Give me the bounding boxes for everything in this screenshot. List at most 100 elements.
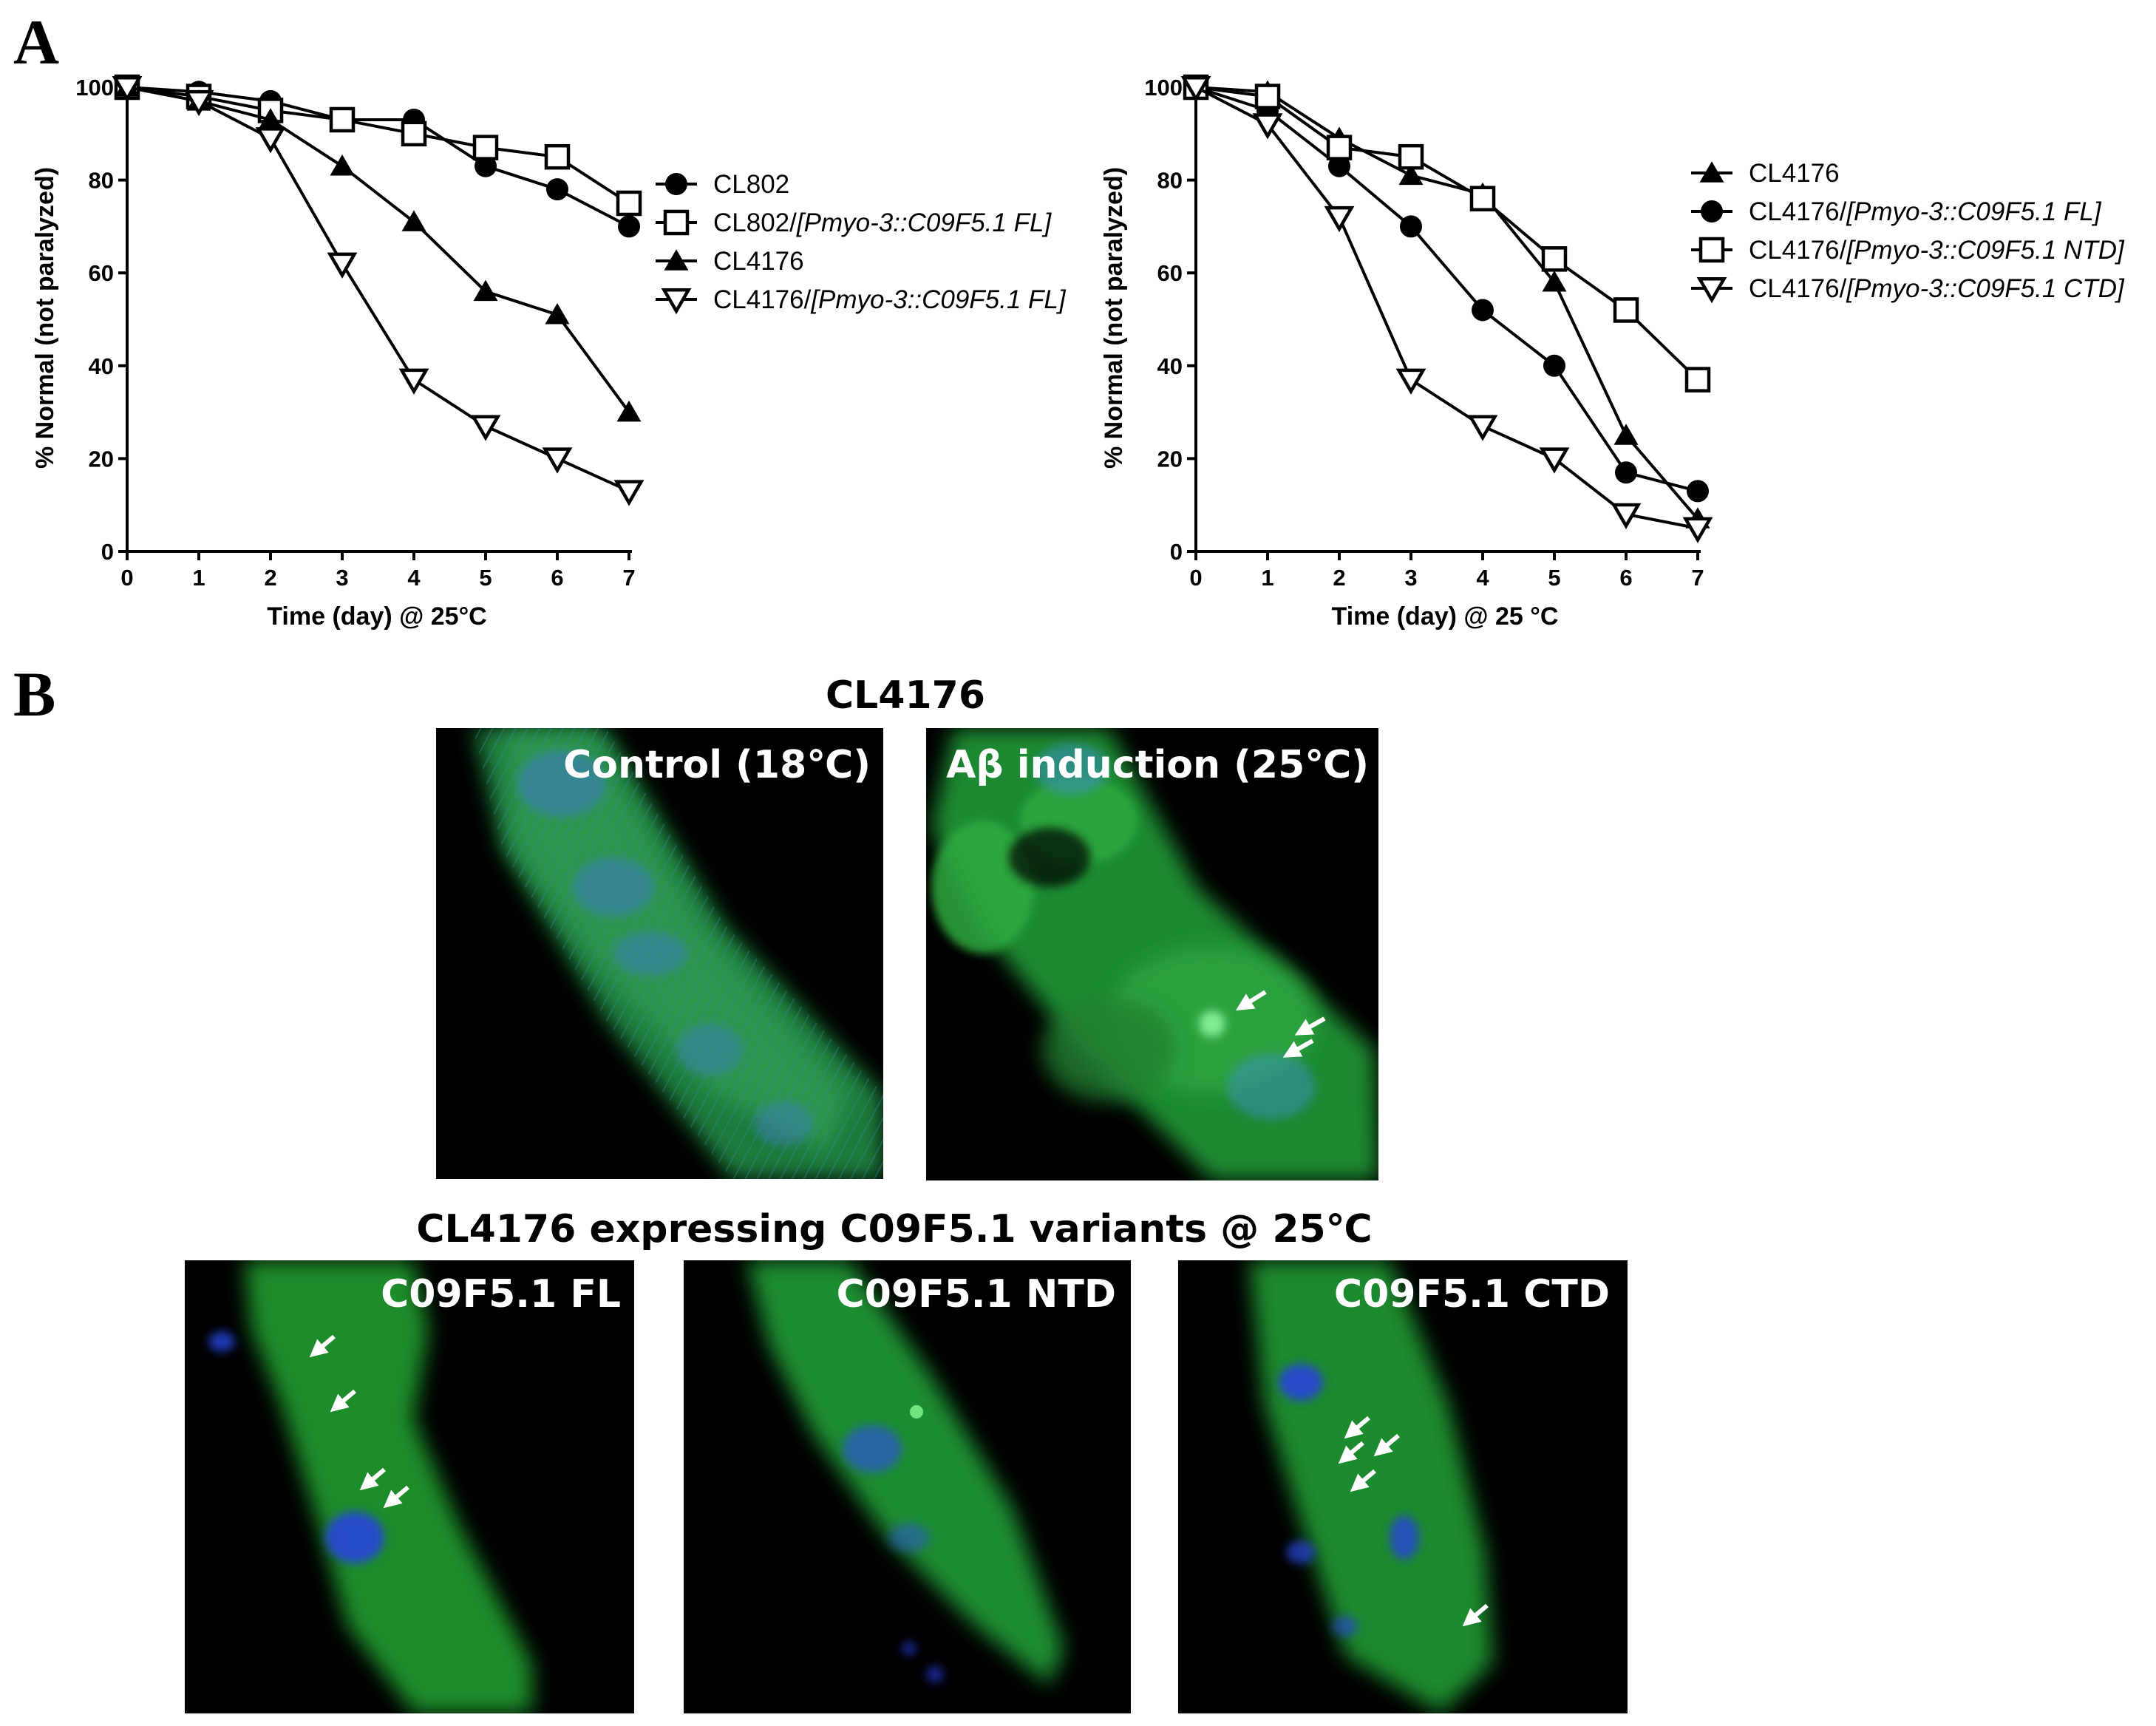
chart-right-legend-entry-2: CL4176/[Pmyo-3::C09F5.1 NTD] — [1691, 236, 2125, 265]
chart-right-legend-swatch-marker — [1696, 277, 1727, 304]
chart-right-series-0-point — [1398, 163, 1424, 186]
chart-right-legend-label: CL4176/[Pmyo-3::C09F5.1 CTD] — [1749, 274, 2125, 303]
chart-right-legend-entry-0: CL4176 — [1691, 159, 1840, 188]
chart-left-x-tick-label: 7 — [622, 565, 635, 591]
chart-right-series-1-point — [1687, 480, 1709, 503]
chart-right-series-1-point — [1543, 354, 1565, 377]
micrograph-c09f5-fl: C09F5.1 FL — [185, 1260, 634, 1713]
chart-left-x-tick-label: 1 — [192, 565, 205, 591]
chart-left-y-tick-label: 80 — [89, 168, 114, 194]
chart-right-legend-swatch-marker — [1701, 200, 1723, 222]
chart-left-series-2-point — [330, 154, 355, 176]
chart-left-series-1-point — [329, 106, 356, 133]
chart-left-legend-entry-1: CL802/[Pmyo-3::C09F5.1 FL] — [656, 208, 1052, 237]
chart-left-axes: 0 20 40 60 80 100 0 1 2 3 4 5 6 7 — [75, 75, 635, 591]
chart-right-legend-label: CL4176/[Pmyo-3::C09F5.1 NTD] — [1749, 236, 2125, 265]
chart-left-x-axis-title: Time (day) @ 25°C — [267, 602, 486, 631]
chart-left-series-3 — [112, 76, 645, 506]
chart-right-series-2-point — [1398, 143, 1424, 170]
chart-left-x-tick-label: 2 — [264, 565, 276, 591]
chart-left-x-tick-label: 4 — [407, 565, 421, 591]
chart-left-x-tick-label: 6 — [551, 565, 563, 591]
chart-right-y-axis-title: % Normal (not paralyzed) — [1100, 167, 1128, 469]
chart-left-series-3-point — [613, 480, 645, 506]
chart-right-legend-entry-1: CL4176/[Pmyo-3::C09F5.1 FL] — [1691, 197, 2102, 226]
chart-right-series-1-line — [1195, 86, 1698, 493]
chart-left-series-3-point — [112, 76, 143, 103]
chart-left-y-tick-label: 40 — [89, 353, 114, 379]
chart-left: 0 20 40 60 80 100 0 1 2 3 4 5 6 7 Time (day) @ 25°C %… — [31, 74, 1067, 631]
chart-right-x-tick-label: 6 — [1619, 565, 1632, 591]
chart-right-series-3-point — [1539, 447, 1570, 474]
chart-right-series-3-point — [1252, 113, 1283, 140]
chart-right-series-3 — [1180, 76, 1713, 543]
chart-right-series-3-point — [1395, 368, 1426, 395]
chart-left-series-3-point — [470, 415, 501, 441]
chart-left-legend-label: CL802/[Pmyo-3::C09F5.1 FL] — [713, 208, 1052, 237]
chart-right-series-3-point — [1682, 517, 1713, 543]
chart-right-legend-swatch-marker — [1698, 237, 1725, 263]
chart-right-series-3-point — [1180, 76, 1211, 103]
chart-right-series-0-point — [1542, 271, 1567, 292]
chart-left-y-tick-label: 20 — [89, 446, 114, 472]
chart-left-y-axis-title: % Normal (not paralyzed) — [31, 167, 59, 469]
chart-right-series-2-point — [1254, 84, 1281, 109]
chart-right-x-tick-label: 7 — [1691, 565, 1704, 591]
chart-right-x-tick-label: 0 — [1189, 565, 1202, 591]
micrograph-abeta-induction: Aβ induction (25℃) — [926, 728, 1378, 1180]
chart-right-x-tick-label: 5 — [1548, 565, 1560, 591]
chart-left-legend-entry-2: CL4176 — [656, 247, 804, 276]
chart-left-legend-entry-3: CL4176/[Pmyo-3::C09F5.1 FL] — [656, 285, 1067, 315]
chart-left-series-3-point — [398, 368, 429, 395]
chart-right-series-0-point — [1613, 424, 1639, 445]
chart-right-series-3-point — [1467, 415, 1498, 441]
chart-right-series-2-point — [1613, 297, 1639, 323]
chart-right-legend-label: CL4176 — [1749, 159, 1840, 188]
chart-right-series-3-point — [1611, 503, 1642, 530]
chart-left-series-3-point — [183, 89, 214, 117]
chart-left-y-tick-label: 0 — [101, 539, 114, 565]
chart-right-y-tick-label: 40 — [1157, 353, 1183, 379]
chart-left-series-2-point — [473, 279, 498, 302]
micrograph-c09f5-ntd: C09F5.1 NTD — [684, 1260, 1131, 1713]
micrograph-control-label: Control (18℃) — [563, 743, 871, 787]
chart-left-series-3-point — [327, 252, 358, 279]
chart-right-legend-label: CL4176/[Pmyo-3::C09F5.1 FL] — [1749, 197, 2102, 226]
chart-right-series-1-point — [1615, 461, 1637, 484]
chart-right-legend-swatch-marker — [1699, 161, 1724, 183]
panel-letter-a: A — [13, 7, 59, 78]
chart-right-x-tick-label: 2 — [1333, 565, 1345, 591]
chart-left-series-1-point — [472, 135, 499, 160]
chart-left-series-0-point — [618, 215, 640, 238]
chart-right-series-1-point — [1472, 299, 1494, 322]
chart-left-legend-swatch-marker — [665, 173, 687, 195]
micrograph-abeta-induction-label: Aβ induction (25℃) — [946, 743, 1369, 787]
chart-left-series-2-point — [401, 210, 426, 231]
chart-left-series-1 — [114, 74, 642, 217]
chart-right-series-1-point — [1400, 215, 1422, 238]
chart-right-series-1-point — [1328, 154, 1350, 177]
chart-left-series-2-line — [126, 86, 630, 413]
chart-left-series-layer — [112, 74, 645, 506]
chart-left-series-2-point — [545, 302, 570, 325]
chart-left-legend-swatch-marker — [661, 288, 692, 315]
chart-left-series-3-line — [126, 86, 630, 493]
chart-left-series-3-point — [542, 447, 573, 474]
chart-left-series-0-point — [475, 154, 497, 177]
chart-left-legend-label: CL4176 — [713, 247, 804, 276]
micrograph-c09f5-ctd-label: C09F5.1 CTD — [1334, 1272, 1610, 1316]
chart-right-y-tick-label: 100 — [1144, 75, 1183, 101]
chart-left-legend-label: CL802 — [713, 170, 789, 199]
chart-right-x-axis-title: Time (day) @ 25 °C — [1332, 602, 1559, 631]
chart-right-y-tick-label: 80 — [1157, 168, 1183, 194]
chart-right-x-tick-label: 3 — [1404, 565, 1417, 591]
chart-left-series-2-point — [258, 108, 283, 129]
panel-b-bottom-title: CL4176 expressing C09F5.1 variants @ 25℃ — [416, 1207, 1372, 1251]
chart-right-series-2-point — [1541, 246, 1568, 272]
chart-left-legend-swatch-marker — [663, 209, 690, 236]
chart-right-series-3-point — [1324, 205, 1355, 233]
